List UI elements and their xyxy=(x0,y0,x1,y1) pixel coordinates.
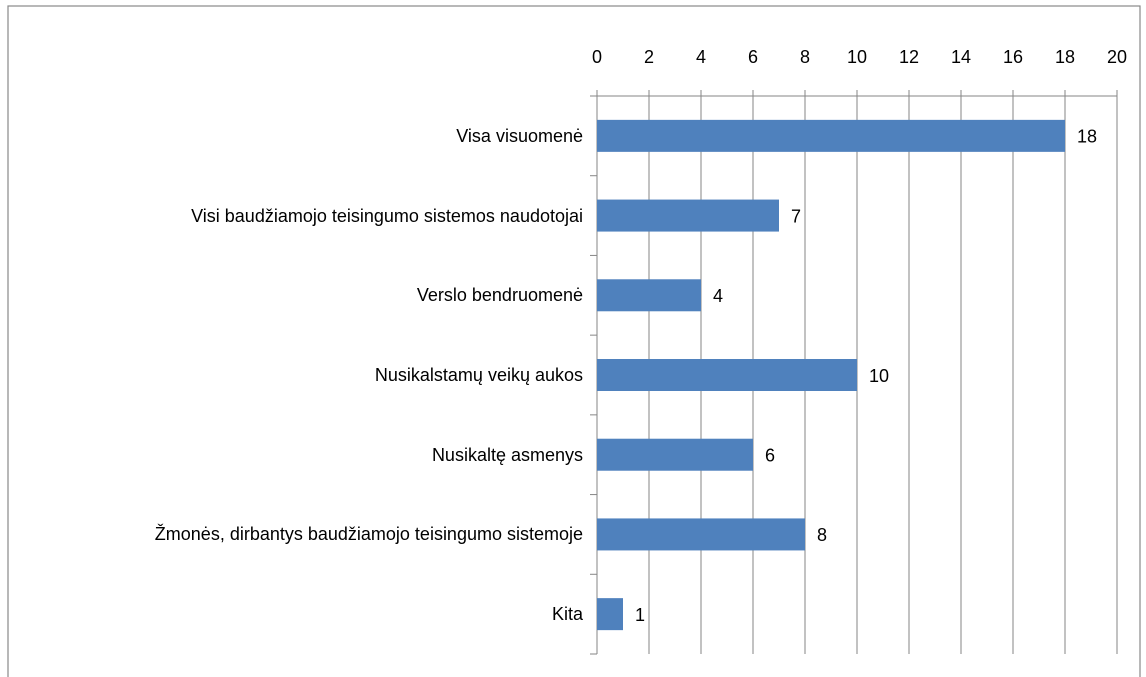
x-tick-label: 10 xyxy=(847,47,867,67)
x-tick-label: 12 xyxy=(899,47,919,67)
x-tick-label: 6 xyxy=(748,47,758,67)
value-label: 10 xyxy=(869,366,889,386)
value-label: 1 xyxy=(635,605,645,625)
value-label: 6 xyxy=(765,445,775,465)
x-tick-label: 8 xyxy=(800,47,810,67)
bar xyxy=(597,438,753,471)
value-label: 4 xyxy=(713,286,723,306)
bar xyxy=(597,359,857,391)
value-label: 7 xyxy=(791,206,801,226)
bar xyxy=(597,598,623,631)
x-tick-label: 18 xyxy=(1055,47,1075,67)
x-tick-label: 20 xyxy=(1107,47,1127,67)
value-label: 8 xyxy=(817,525,827,545)
bar xyxy=(597,199,779,232)
x-tick-label: 16 xyxy=(1003,47,1023,67)
chart-border xyxy=(7,5,1141,677)
category-text: Nusikaltę asmenys xyxy=(431,444,583,465)
category-text: Kita xyxy=(551,604,583,625)
category-text: Nusikalstamų veikų aukos xyxy=(374,365,583,385)
category-text: Visa visuomenė xyxy=(456,125,583,146)
category-text: Visi baudžiamojo teisingumo sistemos nau… xyxy=(191,205,583,226)
bar xyxy=(597,119,1065,152)
category-label: Nusikaltę asmenys xyxy=(23,442,583,468)
category-label: Žmonės, dirbantys baudžiamojo teisingumo… xyxy=(23,521,583,547)
bar xyxy=(597,279,701,312)
bar xyxy=(597,518,805,551)
category-text: Žmonės, dirbantys baudžiamojo teisingumo… xyxy=(154,524,583,545)
x-tick-label: 4 xyxy=(696,47,706,67)
category-label: Verslo bendruomenė xyxy=(23,282,583,308)
category-label: Nusikalstamų veikų aukos xyxy=(23,362,583,388)
category-label: Visi baudžiamojo teisingumo sistemos nau… xyxy=(23,203,583,229)
category-text: Verslo bendruomenė xyxy=(416,285,583,306)
category-label: Visa visuomenė xyxy=(23,123,583,149)
x-tick-label: 0 xyxy=(592,47,602,67)
value-label: 18 xyxy=(1077,127,1097,147)
category-label: Kita xyxy=(23,601,583,627)
x-tick-label: 2 xyxy=(644,47,654,67)
x-tick-label: 14 xyxy=(951,47,971,67)
